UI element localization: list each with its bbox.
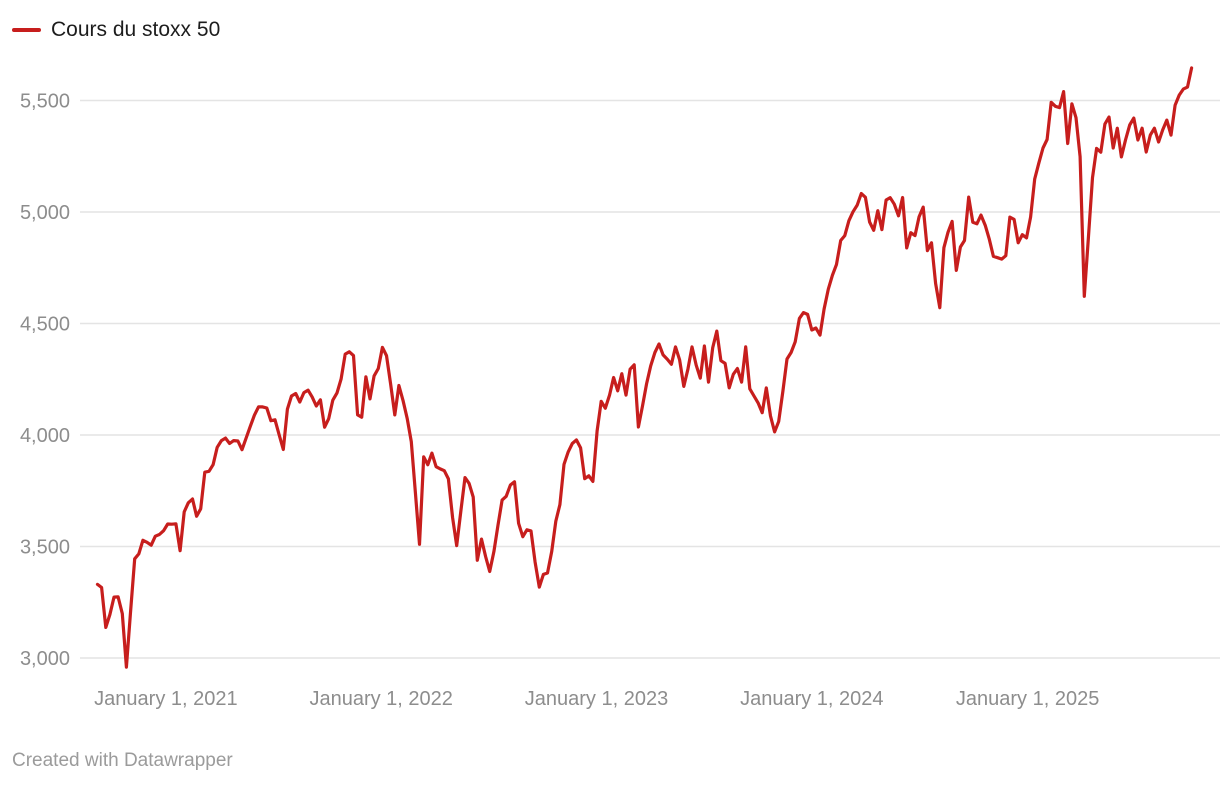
x-axis-tick-label: January 1, 2024 xyxy=(740,688,883,710)
y-axis-tick-label: 3,000 xyxy=(20,648,70,670)
y-axis-tick-label: 4,000 xyxy=(20,425,70,447)
series-line-stoxx50 xyxy=(95,66,1194,669)
legend-line-swatch-icon xyxy=(12,27,41,32)
x-axis-tick-label: January 1, 2023 xyxy=(525,688,668,710)
y-axis-tick-label: 5,000 xyxy=(20,202,70,224)
x-axis-tick-label: January 1, 2022 xyxy=(309,688,452,710)
y-axis-tick-label: 3,500 xyxy=(20,537,70,559)
y-axis-tick-label: 5,500 xyxy=(20,91,70,113)
attribution-text: Created with Datawrapper xyxy=(12,750,233,771)
y-axis-tick-label: 4,500 xyxy=(20,314,70,336)
x-axis-tick-label: January 1, 2021 xyxy=(94,688,237,710)
legend-label: Cours du stoxx 50 xyxy=(51,18,221,41)
x-axis-tick-label: January 1, 2025 xyxy=(956,688,1099,710)
legend: Cours du stoxx 50 xyxy=(12,19,220,40)
